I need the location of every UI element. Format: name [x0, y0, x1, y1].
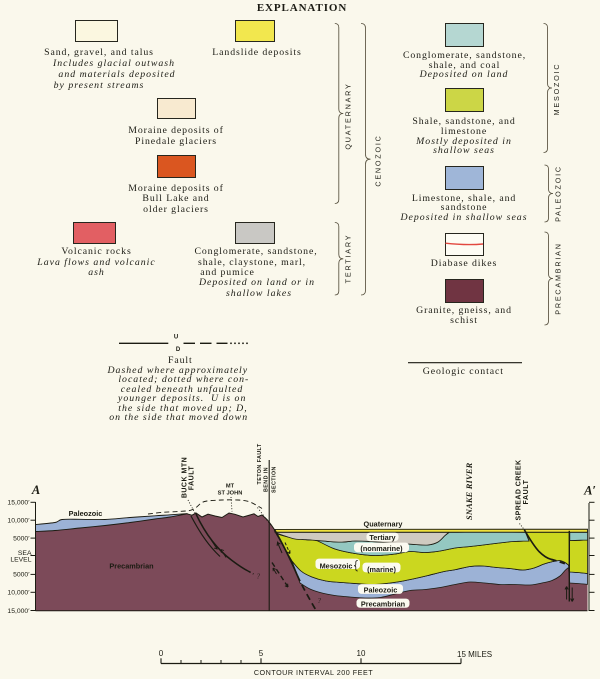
svg-text:QUATERNARY: QUATERNARY	[344, 82, 353, 149]
svg-text:5000′: 5000′	[13, 572, 30, 579]
svg-text:TERTIARY: TERTIARY	[344, 234, 353, 284]
svg-text:LEVEL: LEVEL	[10, 557, 31, 564]
svg-text:MESOZOIC: MESOZOIC	[552, 63, 561, 116]
svg-text:CONTOUR INTERVAL 200 FEET: CONTOUR INTERVAL 200 FEET	[254, 668, 373, 677]
svg-text:FAULT: FAULT	[523, 479, 530, 504]
svg-text:0: 0	[159, 649, 164, 658]
svg-text:?: ?	[257, 573, 261, 581]
svg-text:Paleozoic: Paleozoic	[69, 509, 103, 518]
svg-text:(nonmarine): (nonmarine)	[360, 544, 403, 553]
svg-text:?: ?	[318, 597, 322, 605]
svg-text:15 MILES: 15 MILES	[457, 650, 492, 659]
svg-text:U: U	[174, 335, 178, 341]
svg-text:BUCK MTN: BUCK MTN	[181, 457, 188, 498]
svg-text:(marine): (marine)	[367, 565, 396, 574]
svg-text:15,000′: 15,000′	[7, 608, 30, 615]
svg-text:BEND IN: BEND IN	[264, 467, 270, 492]
svg-text:10,000′: 10,000′	[7, 518, 30, 525]
svg-text:SNAKE RIVER: SNAKE RIVER	[465, 462, 474, 520]
svg-text:5: 5	[259, 649, 264, 658]
svg-text:Precambrian: Precambrian	[361, 600, 405, 609]
svg-text:10,000′: 10,000′	[7, 590, 30, 597]
svg-text:Tertiary: Tertiary	[369, 533, 396, 542]
svg-text:SECTION: SECTION	[272, 466, 278, 493]
svg-text:Quaternary: Quaternary	[364, 520, 404, 529]
svg-text:SEA: SEA	[18, 550, 32, 557]
svg-text:D: D	[176, 347, 181, 353]
svg-text:PRECAMBRIAN: PRECAMBRIAN	[554, 242, 563, 315]
svg-text:A′: A′	[583, 484, 596, 498]
svg-text:PALEOZOIC: PALEOZOIC	[554, 165, 563, 222]
svg-text:SPREAD CREEK: SPREAD CREEK	[516, 459, 523, 520]
svg-text:5000′: 5000′	[13, 535, 30, 542]
svg-text:Mesozoic: Mesozoic	[320, 561, 353, 570]
svg-text:ST JOHN: ST JOHN	[218, 491, 243, 497]
svg-text:FAULT: FAULT	[189, 466, 196, 491]
svg-text:15,000′: 15,000′	[7, 500, 30, 507]
svg-text:Paleozoic: Paleozoic	[364, 586, 398, 595]
svg-text:A: A	[31, 483, 40, 497]
svg-text:MT: MT	[226, 484, 235, 490]
svg-text:TETON FAULT: TETON FAULT	[257, 443, 263, 484]
svg-text:10: 10	[357, 649, 366, 658]
svg-text:CENOZOIC: CENOZOIC	[374, 134, 383, 186]
svg-text:Precambrian: Precambrian	[109, 562, 153, 571]
